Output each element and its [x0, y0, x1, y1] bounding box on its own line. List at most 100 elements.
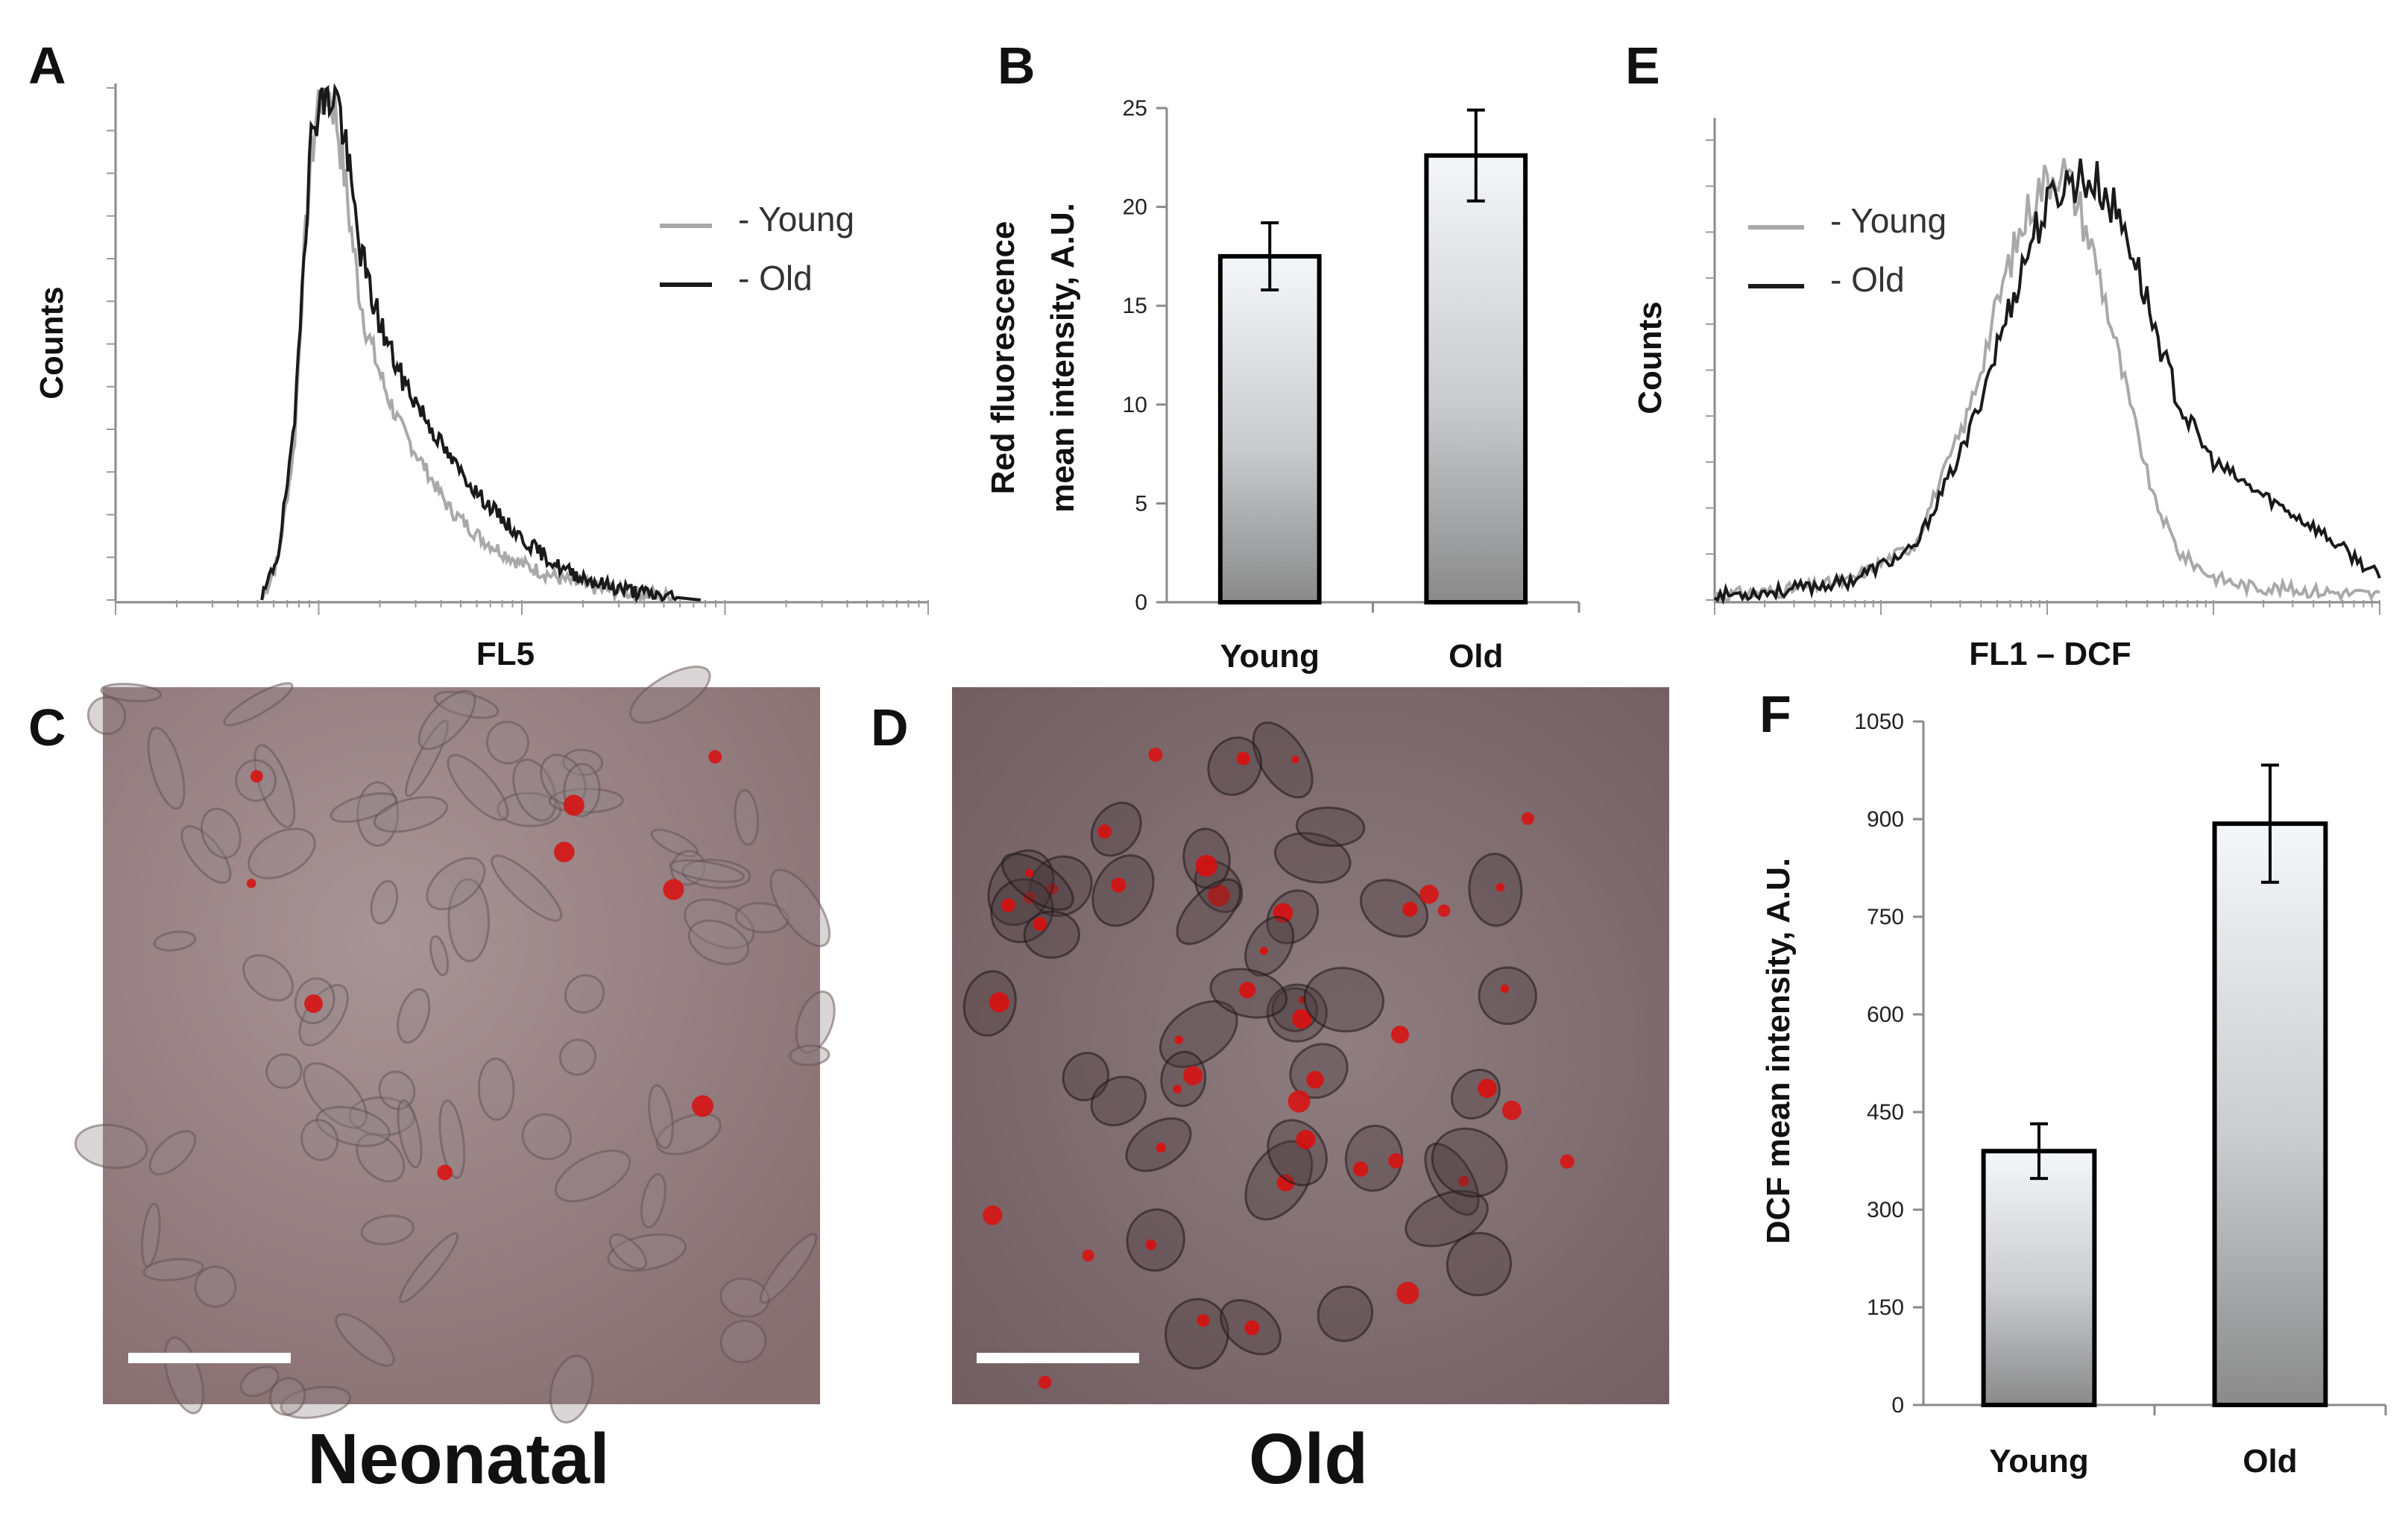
cell — [1090, 801, 1142, 857]
cell — [1244, 915, 1295, 977]
b-y-ticks: 0 5 10 15 20 25 — [1123, 96, 1167, 615]
red-spot — [1292, 1008, 1312, 1029]
bar-chart-f: 0 150 300 450 600 750 900 1050 Young Old DCF mea… — [1760, 710, 2387, 1479]
caption-neonatal: Neonatal — [307, 1419, 609, 1499]
bar-old — [1424, 153, 1528, 604]
e-old-trace — [1713, 158, 2381, 605]
red-spot — [1001, 898, 1015, 913]
y-tick-label: 900 — [1867, 807, 1904, 832]
e-x-axis-title: FL1 – DCF — [1969, 636, 2131, 672]
cell — [399, 1232, 459, 1304]
cell — [558, 1038, 596, 1076]
red-spot — [1025, 868, 1034, 878]
red-spot — [554, 841, 575, 862]
cell — [447, 878, 491, 962]
cell — [373, 795, 449, 833]
cell — [1478, 966, 1537, 1026]
category-label-old: Old — [2242, 1443, 2297, 1479]
cell — [1023, 910, 1081, 959]
f-y-axis-title: DCF mean intensity, A.U. — [1760, 858, 1797, 1244]
a-legend: - Young - Old — [660, 200, 854, 297]
red-spot — [1390, 1026, 1410, 1044]
a-y-axis-title: Counts — [34, 286, 70, 400]
e-y-ticks — [1706, 139, 1715, 601]
category-label-young: Young — [1220, 638, 1320, 675]
red-spot — [1033, 917, 1047, 931]
cell — [608, 1233, 648, 1270]
cell — [429, 935, 450, 976]
e-y-axis-title: Counts — [1632, 301, 1668, 414]
category-label-old: Old — [1449, 638, 1503, 675]
red-spot — [1495, 882, 1505, 892]
panel-letter-e: E — [1625, 37, 1660, 95]
cell — [669, 859, 745, 883]
panel-letter-b: B — [997, 37, 1036, 95]
cell — [1090, 1076, 1147, 1127]
red-spot — [1291, 755, 1299, 764]
red-spot — [1173, 1084, 1182, 1094]
cell — [100, 683, 163, 703]
f-y-ticks: 0 150 300 450 600 750 900 1050 — [1854, 710, 1923, 1418]
red-spot — [1197, 1314, 1210, 1327]
category-label-young: Young — [1989, 1443, 2089, 1479]
cell — [769, 868, 831, 947]
red-spot — [1419, 885, 1439, 904]
micrograph-d-cells — [962, 721, 1575, 1389]
cell — [549, 1354, 594, 1424]
cell — [147, 727, 186, 810]
red-spot — [1208, 884, 1230, 907]
red-spot — [692, 1095, 714, 1117]
red-spot — [1352, 1161, 1369, 1177]
red-spot — [1195, 854, 1217, 877]
cell — [360, 1214, 415, 1245]
cell — [1159, 999, 1238, 1068]
y-tick-label: 300 — [1867, 1198, 1904, 1222]
red-spot — [1458, 1175, 1469, 1187]
y-tick-label: 0 — [1891, 1393, 1904, 1418]
red-spot — [304, 994, 324, 1014]
panel-letter-a: A — [28, 37, 66, 95]
cell — [239, 1365, 280, 1398]
cell — [397, 988, 431, 1044]
bar-old — [2212, 821, 2328, 1407]
bar-chart-b: 0 5 10 15 20 25 Young Old Red fluorescence mea… — [985, 96, 1580, 675]
cell — [789, 1044, 830, 1067]
red-spot — [1244, 1320, 1260, 1336]
cell — [1126, 1208, 1185, 1272]
cell — [629, 665, 711, 724]
cell — [640, 1173, 666, 1228]
red-spot — [1148, 748, 1163, 762]
cell — [300, 1119, 339, 1161]
cell — [268, 1377, 306, 1416]
red-spot — [1521, 812, 1534, 825]
cell — [554, 1149, 631, 1203]
cell — [719, 1319, 767, 1364]
cell — [521, 1113, 573, 1160]
red-spot — [708, 750, 722, 764]
cell — [180, 825, 232, 884]
a-x-ticks — [115, 600, 929, 615]
cell — [486, 720, 530, 765]
micrograph-c-image — [103, 687, 820, 1404]
cell — [687, 919, 750, 965]
cell — [315, 1105, 391, 1147]
panel-letter-f: F — [1759, 685, 1791, 743]
cell — [512, 758, 557, 822]
a-old-trace — [260, 83, 702, 604]
red-spot — [1396, 1281, 1419, 1305]
red-spot — [989, 992, 1010, 1013]
cell — [1062, 1052, 1110, 1102]
red-spot — [1276, 1174, 1295, 1192]
cell — [447, 754, 509, 821]
y-tick-label: 5 — [1135, 491, 1147, 516]
red-spot — [1501, 1100, 1522, 1120]
red-spot — [1038, 1375, 1052, 1389]
red-spot — [983, 1205, 1003, 1225]
red-spot — [1500, 984, 1510, 994]
red-spot — [1239, 982, 1256, 999]
bar-young — [1217, 253, 1322, 604]
y-tick-label: 1050 — [1854, 710, 1904, 734]
cell — [1160, 1050, 1207, 1108]
red-spot — [1156, 1143, 1167, 1153]
